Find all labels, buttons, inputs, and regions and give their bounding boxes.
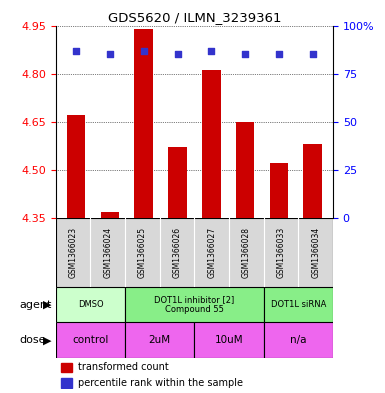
- Text: GSM1366023: GSM1366023: [69, 227, 78, 278]
- Text: DOT1L inhibitor [2]
Compound 55: DOT1L inhibitor [2] Compound 55: [154, 295, 234, 314]
- Bar: [229, 218, 264, 286]
- Bar: [202, 70, 221, 218]
- Title: GDS5620 / ILMN_3239361: GDS5620 / ILMN_3239361: [108, 11, 281, 24]
- Text: n/a: n/a: [290, 335, 306, 345]
- Point: [141, 48, 147, 54]
- Text: GSM1366025: GSM1366025: [138, 227, 147, 278]
- Bar: [61, 378, 72, 387]
- Text: DMSO: DMSO: [78, 300, 103, 309]
- Text: ▶: ▶: [43, 335, 52, 345]
- Text: dose: dose: [19, 335, 46, 345]
- Bar: [125, 218, 160, 286]
- Bar: [270, 163, 288, 218]
- Point: [208, 48, 214, 54]
- Bar: [61, 363, 72, 372]
- Point: [73, 48, 79, 54]
- Point: [107, 51, 113, 57]
- Bar: [56, 286, 125, 322]
- Bar: [236, 122, 254, 218]
- Bar: [90, 218, 125, 286]
- Bar: [56, 322, 125, 358]
- Point: [276, 51, 282, 57]
- Point: [242, 51, 248, 57]
- Bar: [194, 322, 264, 358]
- Text: percentile rank within the sample: percentile rank within the sample: [78, 378, 243, 388]
- Text: GSM1366026: GSM1366026: [172, 227, 182, 278]
- Bar: [160, 218, 194, 286]
- Text: ▶: ▶: [43, 299, 52, 310]
- Bar: [303, 144, 322, 218]
- Bar: [168, 147, 187, 218]
- Text: GSM1366027: GSM1366027: [207, 227, 216, 278]
- Text: 2uM: 2uM: [149, 335, 171, 345]
- Bar: [298, 218, 333, 286]
- Bar: [264, 286, 333, 322]
- Bar: [134, 29, 153, 218]
- Text: control: control: [72, 335, 109, 345]
- Text: agent: agent: [19, 299, 52, 310]
- Text: GSM1366033: GSM1366033: [276, 227, 286, 278]
- Bar: [100, 211, 119, 218]
- Bar: [264, 218, 298, 286]
- Bar: [125, 322, 194, 358]
- Text: 10uM: 10uM: [215, 335, 243, 345]
- Bar: [56, 218, 90, 286]
- Text: GSM1366028: GSM1366028: [242, 227, 251, 278]
- Text: transformed count: transformed count: [78, 362, 169, 373]
- Bar: [264, 322, 333, 358]
- Text: GSM1366024: GSM1366024: [103, 227, 112, 278]
- Point: [310, 51, 316, 57]
- Text: DOT1L siRNA: DOT1L siRNA: [271, 300, 326, 309]
- Bar: [194, 218, 229, 286]
- Point: [174, 51, 181, 57]
- Bar: [67, 115, 85, 218]
- Text: GSM1366034: GSM1366034: [311, 227, 320, 278]
- Bar: [125, 286, 264, 322]
